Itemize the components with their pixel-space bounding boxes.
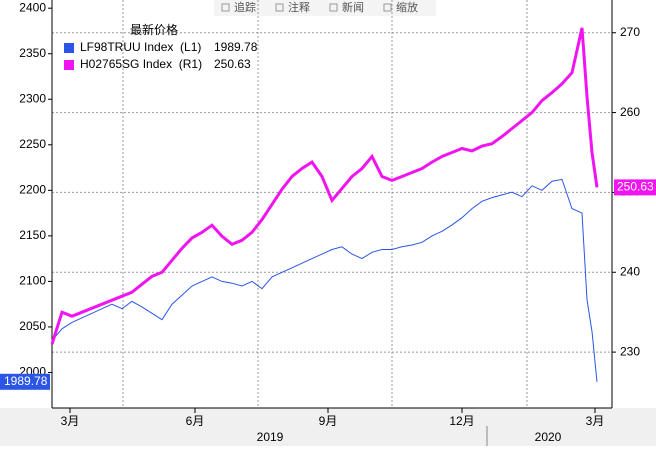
series-line: [51, 178, 598, 382]
y-tick-label: 2350: [19, 46, 46, 60]
legend-value: 250.63: [214, 57, 251, 71]
y-tick-label: 2200: [19, 183, 46, 197]
toolbar-button[interactable]: 缩放: [396, 0, 418, 14]
legend-entry: H02765SG Index (R1): [80, 57, 202, 71]
x-tick-label: 3月: [586, 414, 605, 428]
legend-swatch: [64, 43, 74, 53]
toolbar-button[interactable]: 注释: [288, 0, 310, 14]
y2-tick-label: 230: [620, 344, 640, 358]
y2-tick-label: 260: [620, 105, 640, 119]
y-tick-label: 2100: [19, 274, 46, 288]
x-tick-label: 6月: [186, 414, 205, 428]
legend-entry: LF98TRUU Index (L1): [80, 40, 201, 54]
y-tick-label: 2250: [19, 137, 46, 151]
legend-title: 最新价格: [130, 22, 178, 37]
x-axis-band: [0, 408, 656, 446]
toolbar-button[interactable]: 新闻: [342, 0, 364, 14]
y-tick-label: 2150: [19, 228, 46, 242]
last-value-box: [614, 179, 656, 196]
y2-tick-label: 240: [620, 264, 640, 278]
toolbar-icon[interactable]: [329, 3, 338, 12]
last-value-label: 1989.78: [4, 374, 48, 388]
year-label: 2019: [257, 430, 284, 444]
y2-tick-label: 270: [620, 25, 640, 39]
x-tick-label: 12月: [449, 414, 474, 428]
toolbar: 追踪 注释 新闻 缩放: [214, 0, 436, 16]
y-tick-label: 2050: [19, 319, 46, 333]
last-value-box: [0, 373, 50, 390]
toolbar-button[interactable]: 追踪: [234, 0, 256, 14]
toolbar-icon[interactable]: [275, 3, 284, 12]
legend-value: 1989.78: [214, 40, 258, 54]
year-label: 2020: [535, 430, 562, 444]
toolbar-bg: [214, 0, 436, 16]
toolbar-icon[interactable]: [221, 3, 230, 12]
last-value-label: 250.63: [617, 180, 654, 194]
series-line: [50, 27, 599, 345]
x-tick-label: 9月: [319, 414, 338, 428]
y-tick-label: 2400: [19, 0, 46, 14]
x-tick-label: 3月: [61, 414, 80, 428]
y-tick-label: 2300: [19, 91, 46, 105]
legend-swatch: [64, 60, 74, 70]
toolbar-icon[interactable]: [383, 3, 392, 12]
